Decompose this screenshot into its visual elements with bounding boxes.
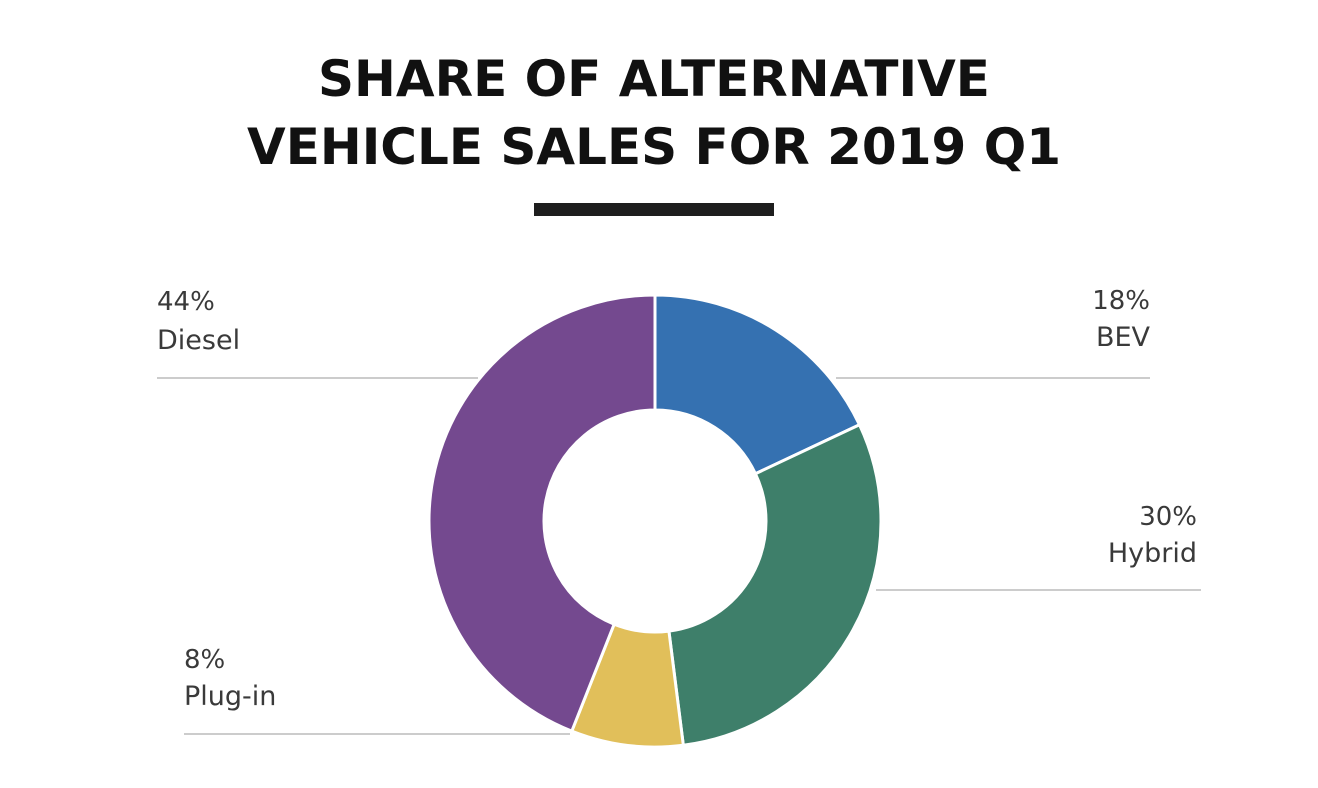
slice-hybrid (667, 423, 883, 747)
data-label-name-bev: BEV (1096, 322, 1151, 353)
slice-bev (653, 293, 861, 476)
chart-title-line-1: SHARE OF ALTERNATIVE (318, 50, 990, 108)
data-label-value-bev: 18% (1092, 286, 1150, 316)
data-label-name-diesel: Diesel (157, 325, 240, 356)
chart-title-line-2: VEHICLE SALES FOR 2019 Q1 (247, 118, 1061, 176)
data-label-name-plug-in: Plug-in (184, 681, 276, 712)
data-label-name-hybrid: Hybrid (1108, 538, 1197, 569)
title-underline (534, 203, 774, 216)
slice-diesel (427, 293, 657, 733)
data-label-value-hybrid: 30% (1139, 502, 1197, 532)
labels-layer: 18% BEV 30% Hybrid 8% Plug-in 44% Diesel (157, 286, 1201, 735)
data-label-value-diesel: 44% (157, 287, 215, 317)
slices-layer (427, 293, 883, 749)
data-label-value-plug-in: 8% (184, 645, 225, 675)
